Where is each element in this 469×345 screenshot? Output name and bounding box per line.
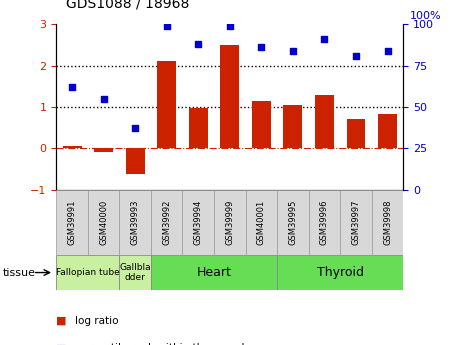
Text: GSM39992: GSM39992 (162, 200, 171, 245)
Bar (277, 190, 309, 255)
Point (257, 45, 265, 50)
Text: Fallopian tube: Fallopian tube (56, 268, 120, 277)
Point (131, 126, 139, 131)
Text: GSM40000: GSM40000 (99, 200, 108, 245)
Point (321, 36, 328, 42)
Bar (252, 101, 271, 148)
Text: GSM39991: GSM39991 (68, 200, 76, 245)
Point (289, 48, 297, 53)
Text: GSM39994: GSM39994 (194, 200, 203, 245)
Text: percentile rank within the sample: percentile rank within the sample (75, 344, 251, 345)
Point (163, 23, 170, 29)
Text: 100%: 100% (410, 11, 442, 21)
Text: Thyroid: Thyroid (317, 266, 364, 279)
Text: ■: ■ (56, 316, 67, 326)
Bar (372, 190, 403, 255)
Text: tissue: tissue (2, 268, 35, 277)
Bar (157, 61, 176, 148)
Bar (378, 115, 397, 148)
Bar (62, 146, 82, 148)
Text: GSM39999: GSM39999 (225, 200, 234, 245)
Bar (214, 190, 246, 255)
Point (195, 41, 202, 47)
Text: log ratio: log ratio (75, 316, 119, 326)
Point (68, 84, 76, 90)
Point (352, 53, 360, 58)
Bar (120, 255, 151, 290)
Text: GSM39993: GSM39993 (131, 200, 140, 245)
Bar (347, 119, 365, 148)
Bar (120, 190, 151, 255)
Text: GSM40001: GSM40001 (257, 200, 266, 245)
Bar (283, 105, 303, 148)
Bar (182, 190, 214, 255)
Bar (340, 190, 372, 255)
Bar (189, 108, 208, 148)
Bar (88, 190, 120, 255)
Text: Gallbla
dder: Gallbla dder (119, 263, 151, 282)
Bar (315, 95, 334, 148)
Text: GSM39997: GSM39997 (351, 200, 361, 245)
Bar (151, 190, 182, 255)
Bar (56, 255, 120, 290)
Bar (277, 255, 403, 290)
Bar (151, 255, 277, 290)
Bar (94, 148, 113, 152)
Text: GSM39998: GSM39998 (383, 200, 392, 245)
Point (384, 48, 391, 53)
Text: ■: ■ (56, 344, 67, 345)
Point (226, 23, 234, 29)
Text: GSM39995: GSM39995 (288, 200, 297, 245)
Bar (220, 45, 239, 148)
Bar (126, 148, 144, 174)
Bar (309, 190, 340, 255)
Text: GSM39996: GSM39996 (320, 200, 329, 245)
Point (100, 96, 107, 101)
Bar (246, 190, 277, 255)
Bar (56, 190, 88, 255)
Text: GDS1088 / 18968: GDS1088 / 18968 (66, 0, 189, 10)
Text: Heart: Heart (197, 266, 232, 279)
